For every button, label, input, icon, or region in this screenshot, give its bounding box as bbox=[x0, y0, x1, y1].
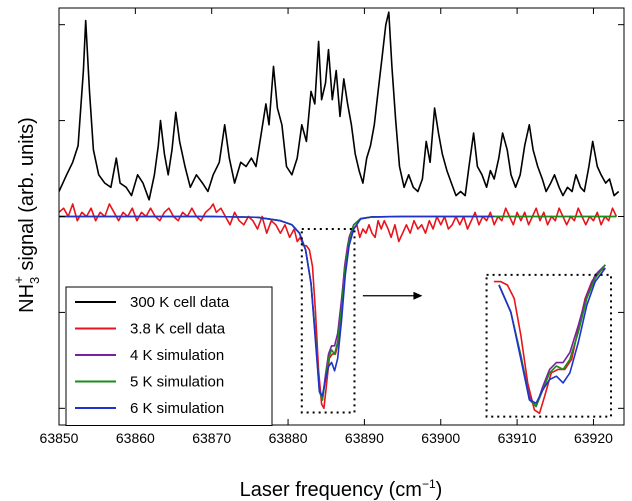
x-tick-label: 63890 bbox=[345, 430, 384, 446]
x-axis-ticks: 63850 63860 63870 63880 63890 63900 63910 63920 bbox=[40, 8, 613, 446]
legend: 300 K cell data 3.8 K cell data 4 K simula… bbox=[65, 286, 273, 426]
x-tick-label: 63860 bbox=[116, 430, 155, 446]
x-axis-label-main: Laser frequency (cm bbox=[240, 479, 422, 501]
legend-label-300-k-cell-data: 300 K cell data bbox=[130, 294, 230, 311]
y-axis-ticks bbox=[59, 24, 624, 409]
y-axis-label-post: signal (arb. units) bbox=[16, 117, 38, 276]
zoom-region-box bbox=[300, 228, 356, 414]
y-axis-label-pre: NH bbox=[16, 284, 38, 313]
x-axis-label-close: ) bbox=[436, 479, 443, 501]
y-axis-label-sup: + bbox=[11, 276, 26, 284]
x-axis-label: Laser frequency (cm−1) bbox=[240, 477, 443, 501]
y-axis-label: NH3+ signal (arb. units) bbox=[11, 117, 42, 313]
x-tick-label: 63910 bbox=[498, 430, 537, 446]
legend-label-5-k-simulation: 5 K simulation bbox=[130, 374, 224, 391]
inset-layer bbox=[485, 264, 613, 418]
inset-line-6-k-simulation bbox=[498, 267, 606, 404]
legend-box bbox=[65, 286, 273, 426]
x-tick-label: 63900 bbox=[421, 430, 460, 446]
series-layer bbox=[59, 11, 620, 410]
y-axis-label-sub: 3 bbox=[27, 277, 42, 284]
x-tick-label: 63880 bbox=[269, 430, 308, 446]
x-axis-label-sup: −1 bbox=[422, 477, 436, 491]
legend-label-3-8-k-cell-data: 3.8 K cell data bbox=[130, 321, 226, 338]
legend-label-4-k-simulation: 4 K simulation bbox=[130, 347, 224, 364]
inset-background bbox=[486, 274, 612, 417]
x-tick-label: 63870 bbox=[192, 430, 231, 446]
series-line-6-k-simulation bbox=[59, 215, 495, 397]
zoom-arrow-head bbox=[413, 291, 423, 300]
legend-label-6-k-simulation: 6 K simulation bbox=[130, 400, 224, 417]
x-tick-label: 63850 bbox=[40, 430, 79, 446]
annotation-layer bbox=[300, 228, 423, 414]
x-tick-label: 63920 bbox=[574, 430, 613, 446]
series-line-300-k-cell-data bbox=[59, 11, 620, 201]
